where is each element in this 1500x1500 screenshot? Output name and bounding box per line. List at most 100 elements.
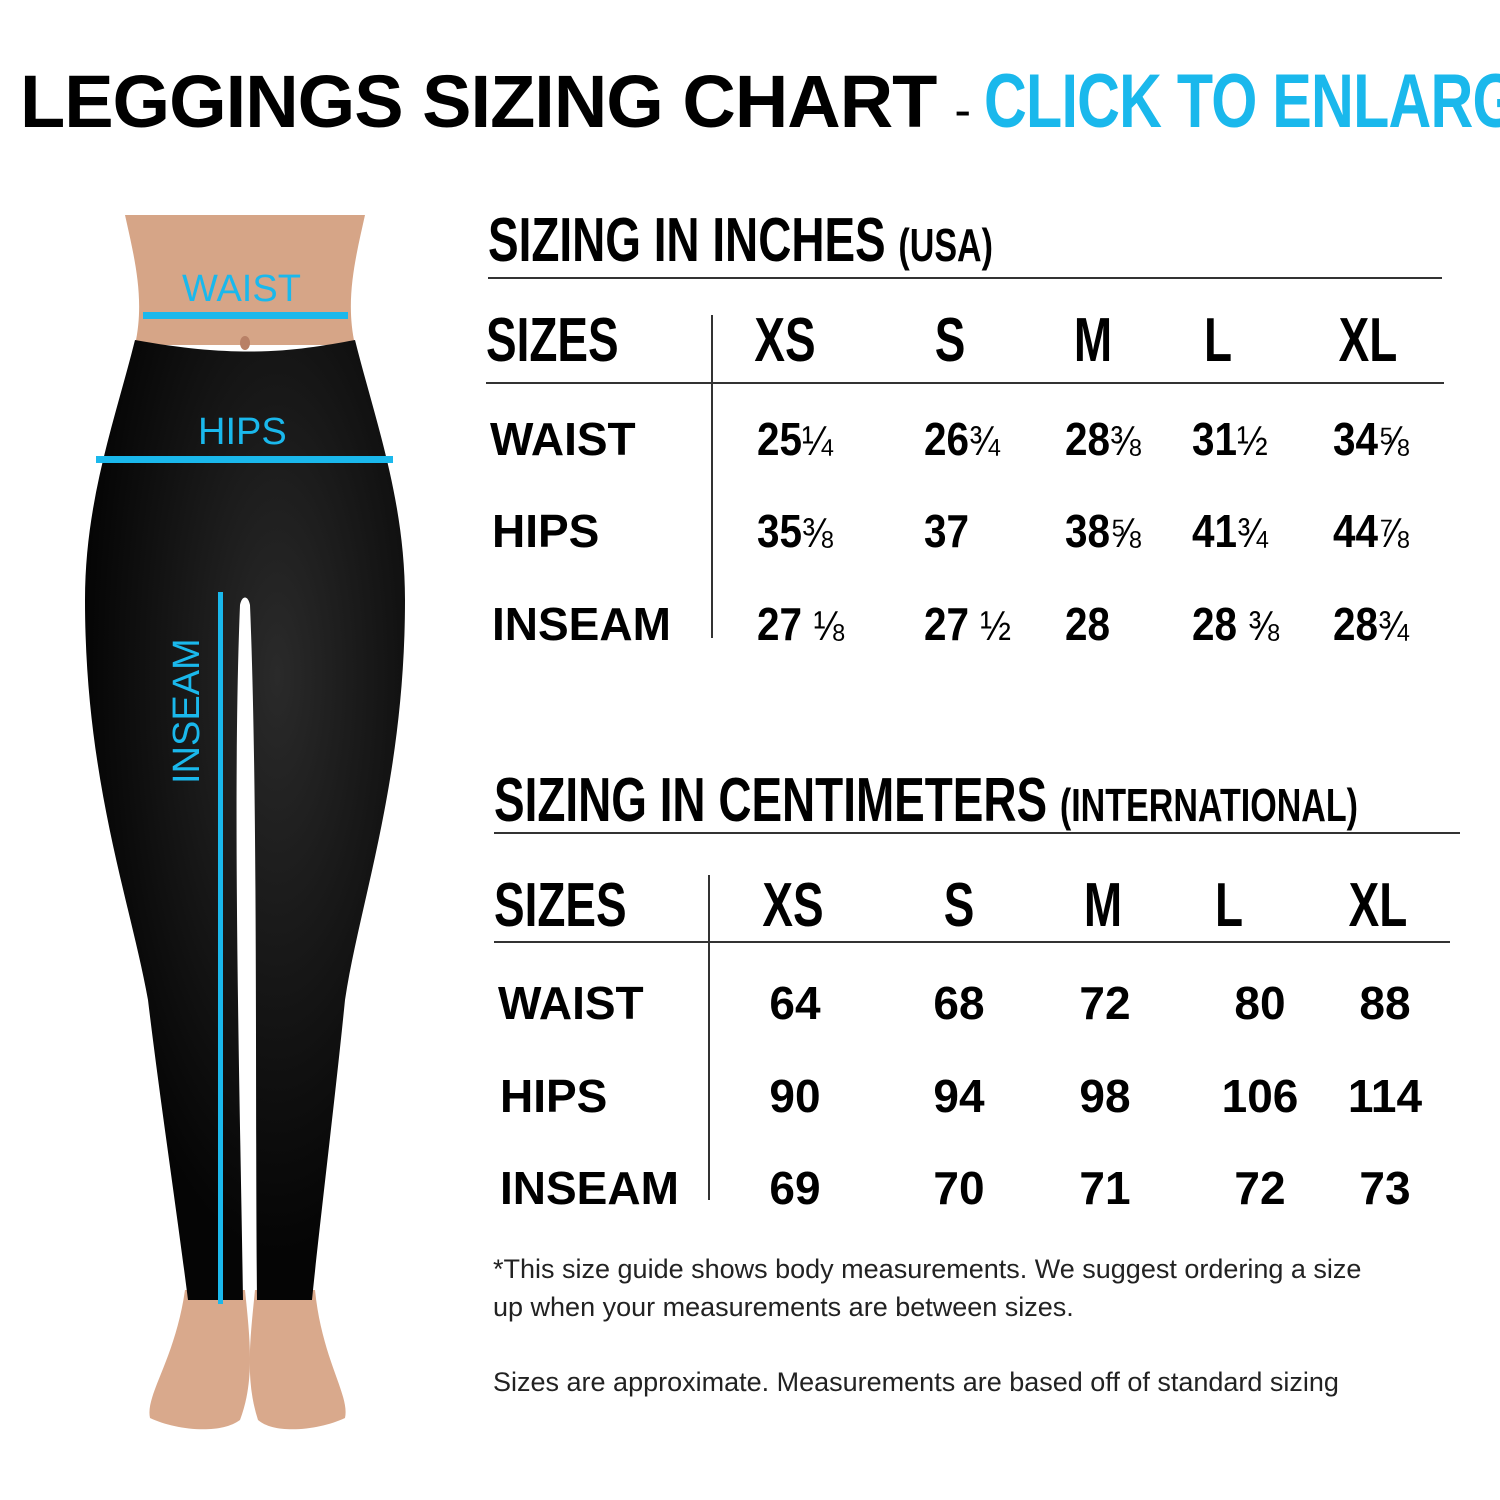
value-whole: 27 bbox=[757, 598, 814, 650]
cm-heading-note: (INTERNATIONAL) bbox=[1059, 779, 1359, 831]
divider bbox=[488, 277, 1442, 279]
size-header-xs: XS bbox=[762, 871, 824, 940]
value-whole: 27 bbox=[924, 598, 981, 650]
value-fraction: ⅜ bbox=[1248, 602, 1280, 649]
value-fraction: ¼ bbox=[802, 417, 833, 464]
table-cell: 98 bbox=[1079, 1070, 1131, 1122]
inches-heading-text: SIZING IN INCHES bbox=[488, 206, 886, 275]
divider bbox=[494, 832, 1460, 834]
table-cell: 90 bbox=[769, 1070, 821, 1122]
value-fraction: ⅝ bbox=[1110, 509, 1141, 556]
value-whole: 38 bbox=[1065, 505, 1111, 557]
table-cell: 64 bbox=[769, 977, 821, 1029]
size-header-s: S bbox=[934, 306, 966, 375]
value-whole: 28 bbox=[1333, 598, 1379, 650]
value-fraction: ⅜ bbox=[1110, 417, 1141, 464]
table-cell: 27 ½ bbox=[924, 597, 1011, 651]
waist-label: WAIST bbox=[182, 268, 301, 310]
table-cell: 72 bbox=[1234, 1162, 1286, 1214]
table-cell: 38⅝ bbox=[1065, 504, 1141, 558]
value-fraction: ½ bbox=[1237, 417, 1268, 464]
row-label-waist: WAIST bbox=[498, 977, 644, 1029]
row-label-inseam: INSEAM bbox=[492, 598, 671, 650]
size-header-xl: XL bbox=[1348, 871, 1408, 940]
size-header-l: L bbox=[1214, 871, 1244, 940]
value-fraction: ⅝ bbox=[1378, 417, 1409, 464]
value-fraction: ¾ bbox=[1237, 509, 1268, 556]
inches-heading: SIZING IN INCHES (USA) bbox=[488, 205, 993, 276]
title-separator: - bbox=[954, 82, 971, 138]
inseam-label: INSEAM bbox=[166, 638, 208, 784]
size-header-xl: XL bbox=[1338, 306, 1398, 375]
left-foot bbox=[149, 1290, 250, 1430]
divider bbox=[711, 315, 713, 638]
click-to-enlarge-link[interactable]: CLICK TO ENLARGE bbox=[984, 59, 1500, 144]
table-cell: 28⅜ bbox=[1065, 412, 1141, 466]
cm-heading-text: SIZING IN CENTIMETERS bbox=[494, 766, 1048, 835]
value-fraction: ¾ bbox=[969, 417, 1000, 464]
table-cell: 28 ⅜ bbox=[1192, 597, 1279, 651]
hips-measure-line bbox=[96, 456, 393, 463]
sizes-header: SIZES bbox=[486, 306, 619, 375]
table-cell: 44⅞ bbox=[1333, 504, 1409, 558]
value-fraction: ⅞ bbox=[1378, 509, 1409, 556]
table-cell: 68 bbox=[933, 977, 985, 1029]
note-line: up when your measurements are between si… bbox=[493, 1292, 1074, 1322]
table-cell: 27 ⅛ bbox=[757, 597, 844, 651]
cm-heading: SIZING IN CENTIMETERS (INTERNATIONAL) bbox=[494, 765, 1358, 836]
value-fraction: ⅛ bbox=[813, 602, 845, 649]
size-header-xs: XS bbox=[754, 306, 816, 375]
value-whole: 25 bbox=[757, 413, 803, 465]
table-cell: 25¼ bbox=[757, 412, 833, 466]
table-cell: 41¾ bbox=[1192, 504, 1268, 558]
navel bbox=[240, 336, 250, 350]
table-cell: 114 bbox=[1347, 1070, 1423, 1122]
table-cell: 88 bbox=[1359, 977, 1411, 1029]
value-fraction: ½ bbox=[980, 602, 1012, 649]
row-label-waist: WAIST bbox=[490, 413, 636, 465]
value-whole: 44 bbox=[1333, 505, 1379, 557]
divider bbox=[486, 382, 1444, 384]
table-cell: 28 bbox=[1065, 597, 1110, 651]
right-foot bbox=[249, 1290, 346, 1430]
table-cell: 31½ bbox=[1192, 412, 1268, 466]
table-cell: 28¾ bbox=[1333, 597, 1409, 651]
table-cell: 80 bbox=[1234, 977, 1286, 1029]
table-cell: 69 bbox=[769, 1162, 821, 1214]
value-whole: 37 bbox=[924, 505, 970, 557]
note-line: *This size guide shows body measurements… bbox=[493, 1254, 1362, 1284]
table-cell: 35⅜ bbox=[757, 504, 833, 558]
size-header-m: M bbox=[1073, 306, 1113, 375]
table-cell: 73 bbox=[1359, 1162, 1411, 1214]
waist-measure-line bbox=[143, 312, 348, 319]
value-fraction: ¾ bbox=[1378, 602, 1409, 649]
row-label-hips: HIPS bbox=[492, 505, 600, 557]
value-whole: 26 bbox=[924, 413, 970, 465]
inches-heading-note: (USA) bbox=[898, 219, 993, 271]
table-cell: 72 bbox=[1079, 977, 1131, 1029]
leggings-model-illustration bbox=[85, 215, 405, 1430]
note-line: Sizes are approximate. Measurements are … bbox=[493, 1367, 1339, 1397]
value-whole: 41 bbox=[1192, 505, 1238, 557]
row-label-inseam: INSEAM bbox=[500, 1162, 679, 1214]
divider bbox=[708, 875, 710, 1200]
inseam-measure-line bbox=[218, 592, 223, 1304]
title-main: LEGGINGS SIZING CHART bbox=[20, 60, 937, 143]
value-whole: 31 bbox=[1192, 413, 1238, 465]
size-header-m: M bbox=[1083, 871, 1123, 940]
table-cell: 37 bbox=[924, 504, 969, 558]
value-whole: 28 bbox=[1065, 413, 1111, 465]
divider bbox=[494, 941, 1450, 943]
value-whole: 35 bbox=[757, 505, 803, 557]
table-cell: 94 bbox=[933, 1070, 985, 1122]
page-title: LEGGINGS SIZING CHART - CLICK TO ENLARGE bbox=[20, 58, 1500, 145]
table-cell: 106 bbox=[1221, 1070, 1299, 1122]
size-header-s: S bbox=[943, 871, 975, 940]
value-whole: 28 bbox=[1192, 598, 1249, 650]
hips-label: HIPS bbox=[198, 411, 287, 453]
value-whole: 34 bbox=[1333, 413, 1379, 465]
value-fraction: ⅜ bbox=[802, 509, 833, 556]
row-label-hips: HIPS bbox=[500, 1070, 608, 1122]
value-whole: 28 bbox=[1065, 598, 1111, 650]
table-cell: 34⅝ bbox=[1333, 412, 1409, 466]
